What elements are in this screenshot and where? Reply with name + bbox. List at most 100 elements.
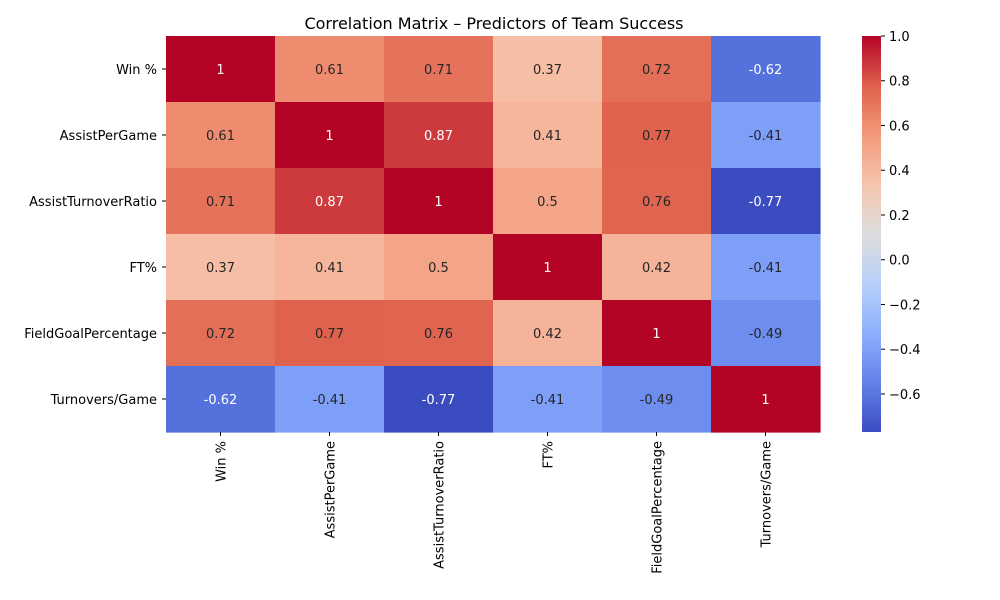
heatmap-cell [166,366,276,433]
heatmap-cell [493,366,603,433]
colorbar: 1.0 0.8 0.6 0.4 0.2 0.0 −0.2 −0.4 −0.6 [862,30,921,432]
heatmap-cell [493,168,603,235]
heatmap-cell [166,168,276,235]
chart-title: Correlation Matrix – Predictors of Team … [304,14,683,33]
cell-value-label: 0.5 [537,195,558,210]
cell-value-label: 0.42 [642,261,671,276]
heatmap-cell [166,300,276,367]
x-tick-label: Turnovers/Game [760,441,775,548]
cell-value-label: 0.41 [533,129,562,144]
cell-value-label: -0.62 [204,393,238,408]
y-tick-label: Win % [116,63,157,78]
cell-value-label: -0.49 [640,393,674,408]
cell-value-label: 0.71 [206,195,235,210]
y-tick-label: AssistPerGame [60,129,157,144]
heatmap-cell [602,366,712,433]
y-tick-label: FieldGoalPercentage [24,327,157,342]
y-tick-label: Turnovers/Game [50,393,157,408]
cell-value-label: 0.5 [428,261,449,276]
cell-value-label: -0.77 [422,393,456,408]
heatmap-cell [384,234,494,301]
heatmap-cell [384,36,494,103]
heatmap-cell [493,300,603,367]
colorbar-gradient [862,36,881,432]
cell-value-label: 0.76 [424,327,453,342]
cell-value-label: 0.41 [315,261,344,276]
x-tick-label: FT% [542,441,557,469]
x-tick-label: AssistTurnoverRatio [433,441,448,569]
heatmap-cell [493,102,603,169]
heatmap-cell [602,300,712,367]
y-axis-ticks: Win % AssistPerGame AssistTurnoverRatio FT%… [24,63,166,408]
colorbar-tick-label: 0.2 [889,209,910,224]
heatmap-cell [275,36,385,103]
heatmap-cell [166,36,276,103]
cell-value-label: 0.71 [424,63,453,78]
colorbar-tick-label: −0.4 [889,343,921,358]
heatmap-cell [602,102,712,169]
colorbar-tick-label: −0.2 [889,298,921,313]
heatmap-cell [275,102,385,169]
heatmap-cell [711,366,821,433]
cell-value-label: -0.41 [749,261,783,276]
heatmap-cell [602,36,712,103]
heatmap-cells [166,36,821,433]
y-tick-label: AssistTurnoverRatio [29,195,157,210]
cell-value-label: 0.37 [533,63,562,78]
cell-value-label: 0.77 [642,129,671,144]
colorbar-tick-label: 0.6 [889,119,910,134]
heatmap-cell [493,36,603,103]
x-tick-label: Win % [215,441,230,482]
cell-value-label: -0.41 [749,129,783,144]
cell-value-label: 0.87 [315,195,344,210]
x-axis-ticks: Win % AssistPerGame AssistTurnoverRatio FT%… [215,432,775,574]
cell-value-label: -0.77 [749,195,783,210]
heatmap-cell [711,168,821,235]
heatmap-cell [711,102,821,169]
cell-value-label: 1 [652,327,660,342]
cell-value-label: 0.77 [315,327,344,342]
heatmap-cell [711,300,821,367]
cell-value-label: 1 [543,261,551,276]
heatmap-cell [602,168,712,235]
cell-value-label: 1 [216,63,224,78]
heatmap-cell [384,102,494,169]
heatmap-cell [275,366,385,433]
cell-value-label: -0.41 [531,393,565,408]
cell-value-label: 1 [434,195,442,210]
cell-value-label: 1 [761,393,769,408]
y-tick-label: FT% [129,261,157,276]
cell-value-label: 0.72 [642,63,671,78]
heatmap-cell [275,300,385,367]
cell-value-label: 0.87 [424,129,453,144]
heatmap-cell [166,102,276,169]
cell-value-label: 1 [325,129,333,144]
heatmap-cell [384,168,494,235]
heatmap-cell [384,366,494,433]
cell-value-label: -0.62 [749,63,783,78]
heatmap-cell [493,234,603,301]
colorbar-tick-label: 0.4 [889,164,910,179]
colorbar-tick-label: 1.0 [889,30,910,45]
heatmap-cell [602,234,712,301]
x-tick-label: AssistPerGame [324,441,339,538]
heatmap-cell [711,36,821,103]
cell-value-label: -0.41 [313,393,347,408]
heatmap-cell-labels: 1 0.61 0.71 0.37 0.72 -0.62 0.61 1 0.87 0.41 0.77 -… [204,63,783,408]
colorbar-tick-label: −0.6 [889,388,921,403]
cell-value-label: 0.72 [206,327,235,342]
cell-value-label: 0.76 [642,195,671,210]
heatmap-cell [275,234,385,301]
colorbar-tick-label: 0.0 [889,254,910,269]
colorbar-tick-label: 0.8 [889,75,910,90]
cell-value-label: 0.37 [206,261,235,276]
cell-value-label: 0.61 [315,63,344,78]
heatmap-cell [711,234,821,301]
cell-value-label: 0.61 [206,129,235,144]
heatmap-cell [275,168,385,235]
x-tick-label: FieldGoalPercentage [651,441,666,574]
heatmap-cell [384,300,494,367]
cell-value-label: 0.42 [533,327,562,342]
heatmap-cell [166,234,276,301]
